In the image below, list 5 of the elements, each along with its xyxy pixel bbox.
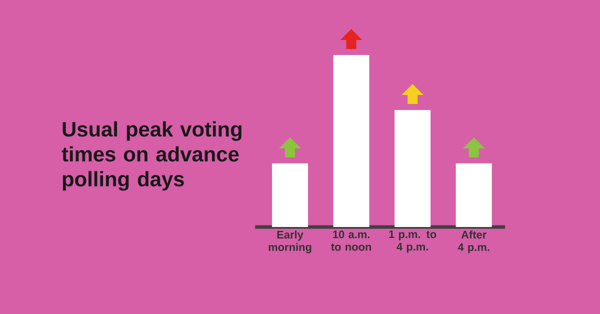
x-tick-label: Early morning <box>268 230 312 254</box>
x-tick-label: After 4 p.m. <box>458 230 490 254</box>
x-tick-label: 10 a.m. to noon <box>331 230 371 251</box>
text: Usual peak voting times on advance polling days <box>62 121 242 191</box>
x-tick-label: 1 p.m. to 4 p.m. <box>389 230 436 253</box>
